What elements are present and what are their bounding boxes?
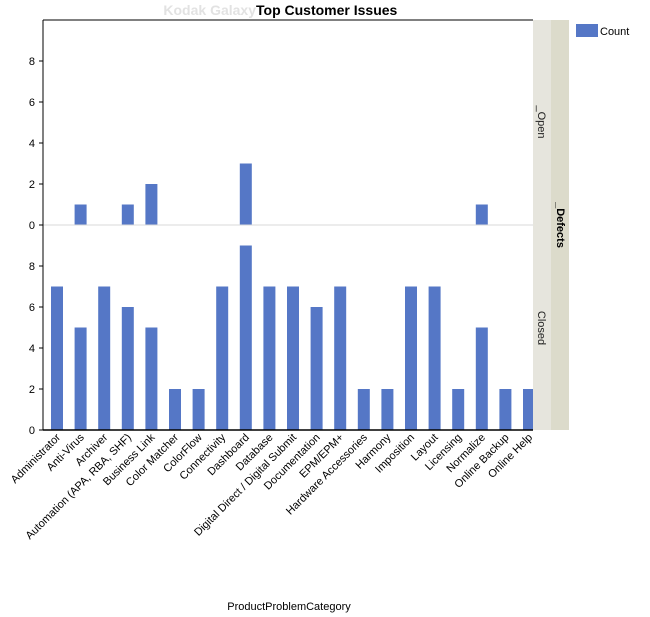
bar-closed bbox=[145, 327, 158, 430]
x-axis-label: ProductProblemCategory bbox=[227, 601, 351, 613]
facet-strip-closed bbox=[533, 225, 551, 430]
y-tick-label: 0 bbox=[29, 220, 35, 232]
facet-label-closed: Closed bbox=[535, 311, 547, 345]
bar-closed bbox=[499, 389, 512, 430]
bar-closed bbox=[98, 286, 111, 430]
legend-swatch bbox=[576, 24, 598, 37]
bar-closed bbox=[310, 307, 323, 430]
y-tick-label: 8 bbox=[29, 261, 35, 273]
bar-closed bbox=[452, 389, 465, 430]
bar-closed bbox=[357, 389, 370, 430]
bar-closed bbox=[263, 286, 276, 430]
y-tick-label: 6 bbox=[29, 97, 35, 109]
y-tick-label: 4 bbox=[29, 138, 35, 150]
bar-closed bbox=[475, 327, 488, 430]
bar-open bbox=[74, 204, 87, 225]
bar-open bbox=[121, 204, 134, 225]
y-tick-label: 4 bbox=[29, 343, 35, 355]
bar-closed bbox=[169, 389, 181, 430]
bar-open bbox=[145, 184, 158, 225]
facet-group-strip bbox=[551, 20, 569, 430]
bar-closed bbox=[334, 286, 347, 430]
bar-open bbox=[239, 163, 252, 225]
bar-closed bbox=[121, 307, 134, 430]
bar-closed bbox=[216, 286, 229, 430]
legend-label: Count bbox=[600, 26, 629, 38]
bar-closed bbox=[405, 286, 417, 430]
facet-group-label: _Defects bbox=[554, 201, 566, 248]
bar-closed bbox=[239, 245, 252, 430]
bar-closed bbox=[74, 327, 87, 430]
bar-open bbox=[475, 204, 488, 225]
chart-title: Top Customer Issues bbox=[256, 2, 398, 18]
bar-closed bbox=[287, 286, 299, 430]
y-tick-label: 0 bbox=[29, 425, 35, 437]
y-tick-label: 2 bbox=[29, 179, 35, 191]
chart-title-faded: Kodak Galaxy bbox=[163, 2, 256, 18]
facet-strip-open bbox=[533, 20, 551, 225]
y-tick-label: 2 bbox=[29, 384, 35, 396]
facet-label-open: _Open bbox=[535, 104, 547, 138]
y-tick-label: 8 bbox=[29, 56, 35, 68]
bar-closed bbox=[51, 286, 63, 430]
y-tick-label: 6 bbox=[29, 302, 35, 314]
bar-closed bbox=[428, 286, 441, 430]
bar-closed bbox=[381, 389, 394, 430]
bar-closed bbox=[192, 389, 205, 430]
bar-closed bbox=[523, 389, 533, 430]
